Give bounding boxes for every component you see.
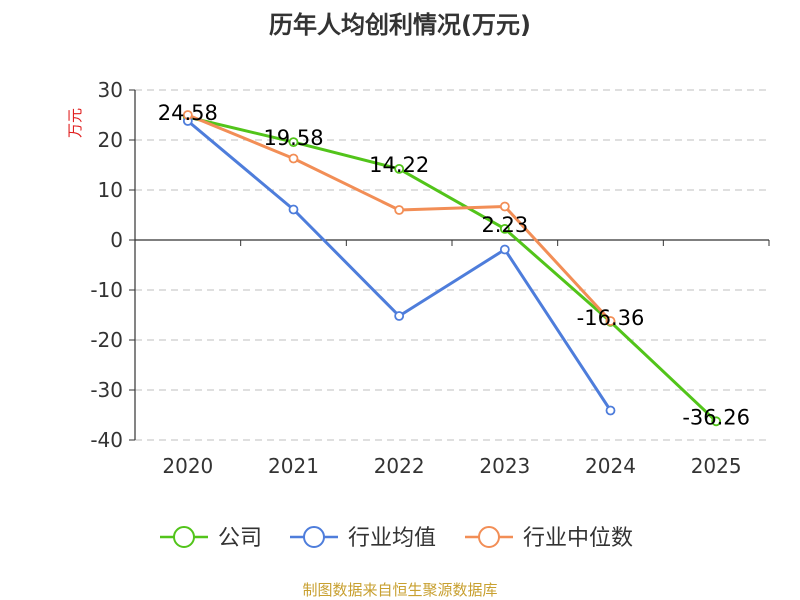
grid-lines xyxy=(129,89,769,441)
y-tick-label: 30 xyxy=(98,78,123,102)
data-point xyxy=(394,311,405,321)
y-tick-labels: 30 20 10 0 -10 -20 -30 -40 xyxy=(90,78,123,452)
x-tick-label: 2020 xyxy=(162,454,213,478)
legend-marker-icon xyxy=(478,526,500,548)
legend: 公司 行业均值 行业中位数 xyxy=(160,526,633,551)
data-point xyxy=(711,416,722,427)
y-tick-label: 20 xyxy=(98,128,123,152)
series-2 xyxy=(182,110,616,326)
data-point xyxy=(394,205,405,215)
chart-title: 历年人均创利情况(万元) xyxy=(269,11,531,39)
data-point xyxy=(499,201,510,212)
y-tick-label: -30 xyxy=(90,378,123,402)
y-axis-label: 万元 xyxy=(66,108,84,138)
legend-label: 行业均值 xyxy=(348,526,436,551)
data-point xyxy=(605,405,616,416)
series-0 xyxy=(182,112,722,427)
x-tick-label: 2025 xyxy=(691,454,742,478)
data-label: 24.58 xyxy=(158,101,218,125)
series-line xyxy=(187,115,718,423)
data-point xyxy=(182,110,193,120)
y-tick-label: -20 xyxy=(90,328,123,352)
data-label: 19.58 xyxy=(263,126,323,150)
source-note: 制图数据来自恒生聚源数据库 xyxy=(302,581,497,599)
series-group xyxy=(182,110,722,427)
axes xyxy=(134,90,770,440)
x-tick-label: 2024 xyxy=(585,454,636,478)
data-label: -16.36 xyxy=(577,306,645,330)
data-point xyxy=(288,137,299,148)
data-label: -36.26 xyxy=(682,405,750,429)
x-tick-label: 2023 xyxy=(479,454,530,478)
data-point xyxy=(288,204,299,215)
legend-item-0[interactable]: 公司 xyxy=(160,526,262,551)
x-tick-label: 2021 xyxy=(268,454,319,478)
legend-label: 行业中位数 xyxy=(523,526,633,551)
legend-item-1[interactable]: 行业均值 xyxy=(290,526,436,551)
legend-marker-icon xyxy=(173,526,195,548)
data-point xyxy=(499,244,510,255)
legend-item-2[interactable]: 行业中位数 xyxy=(465,526,633,551)
legend-marker-icon xyxy=(303,526,325,548)
data-label: 2.23 xyxy=(481,213,528,237)
x-tick-labels: 2020 2021 2022 2023 2024 2025 xyxy=(162,454,741,478)
y-tick-label: 10 xyxy=(98,178,123,202)
y-tick-label: -40 xyxy=(90,428,123,452)
x-tick-label: 2022 xyxy=(374,454,425,478)
y-tick-label: 0 xyxy=(110,228,123,252)
legend-label: 公司 xyxy=(218,526,262,551)
data-point xyxy=(499,223,510,234)
data-point xyxy=(605,316,616,326)
data-label: 14.22 xyxy=(369,153,429,177)
data-labels: 24.58 19.58 14.22 2.23 -16.36 -36.26 xyxy=(158,101,750,429)
data-point xyxy=(288,153,299,164)
data-point xyxy=(394,163,405,174)
y-tick-label: -10 xyxy=(90,278,123,302)
